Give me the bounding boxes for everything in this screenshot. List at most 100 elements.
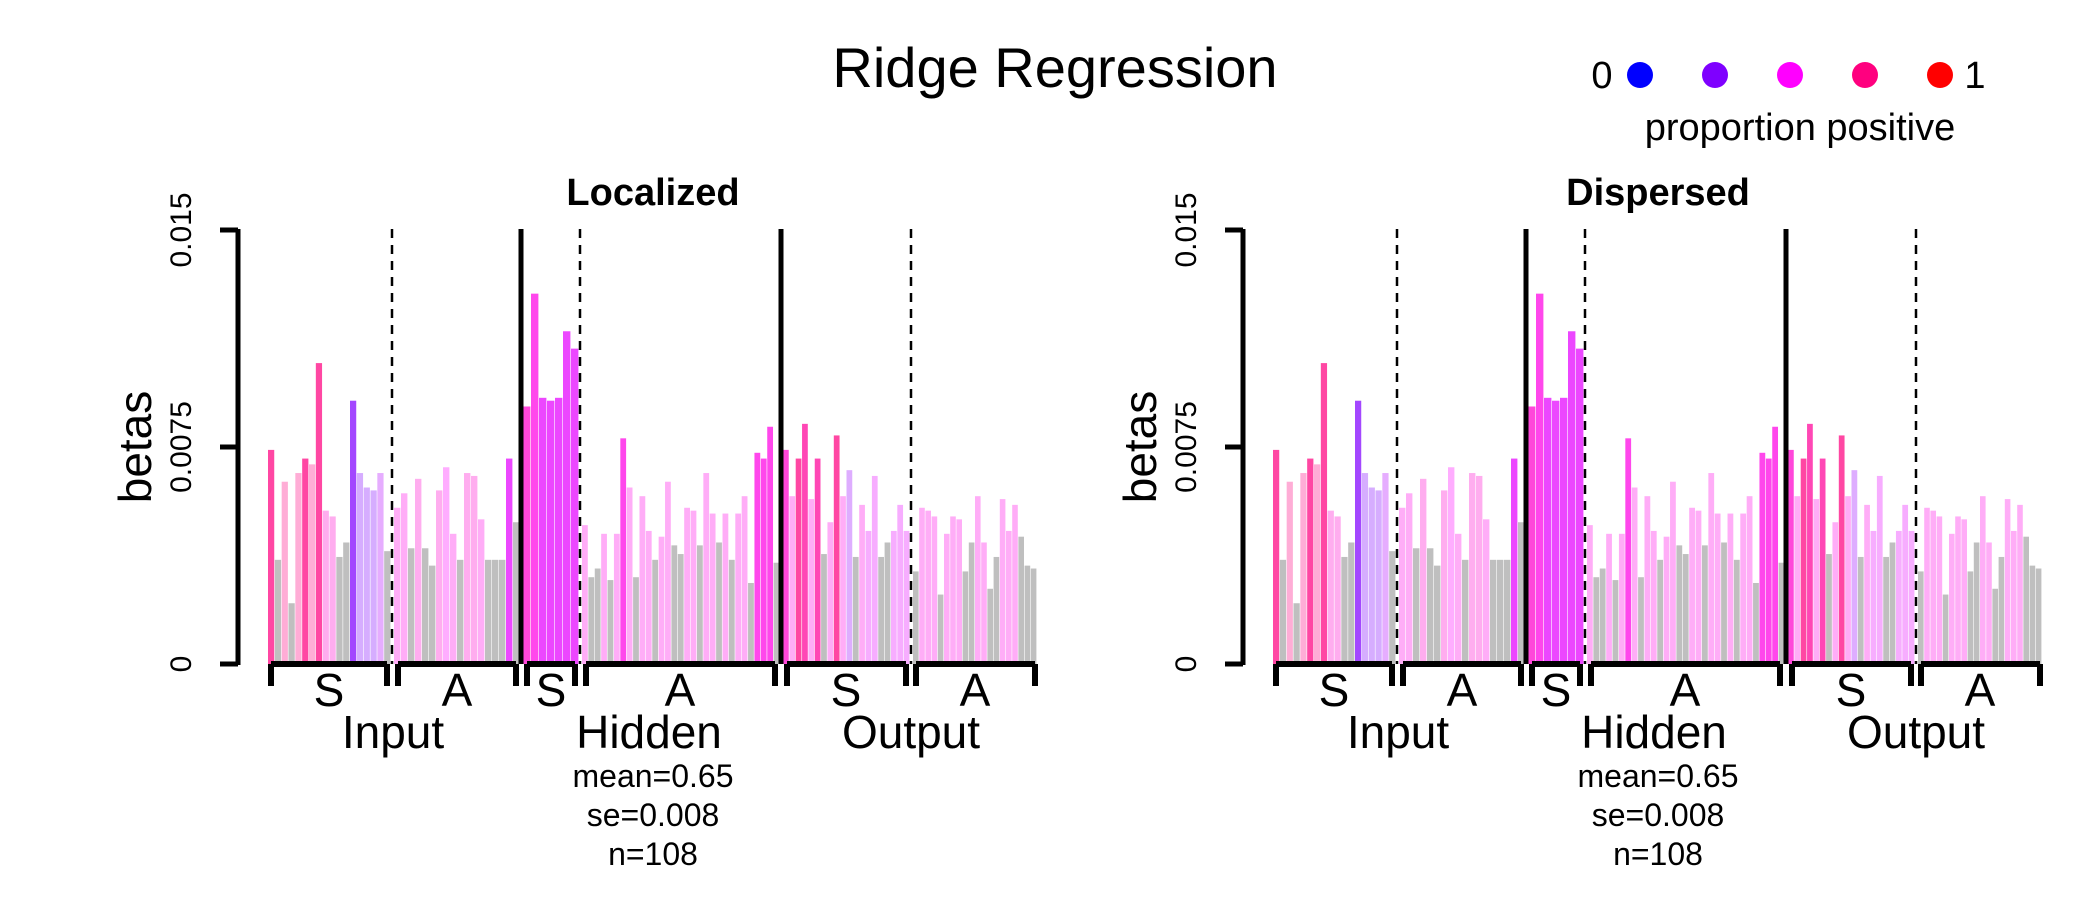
bar-hidden-a-2	[1599, 568, 1606, 664]
bar-input-a-14	[1497, 559, 1504, 664]
legend-dot-0	[1627, 62, 1653, 88]
bracket-hidden-a	[583, 661, 778, 686]
bar-input-a-5	[1434, 565, 1441, 664]
bar-hidden-s-2	[539, 397, 547, 664]
bar-output-s-8	[1838, 435, 1845, 664]
bar-hidden-a-24	[735, 513, 742, 664]
bar-output-a-10	[975, 496, 981, 664]
bar-hidden-a-5	[1618, 533, 1625, 664]
section-label-hidden: Hidden	[576, 706, 722, 758]
bar-hidden-s-0	[523, 406, 531, 664]
bar-hidden-a-1	[588, 577, 595, 664]
bar-input-a-3	[415, 478, 422, 664]
stat-se: se=0.008	[1592, 797, 1725, 833]
bar-output-a-18	[2029, 565, 2036, 664]
bar-hidden-a-15	[677, 554, 684, 664]
bar-output-a-1	[1924, 507, 1930, 664]
bar-hidden-a-19	[1708, 473, 1715, 664]
bar-output-a-13	[993, 556, 1000, 664]
group-label-input-a: A	[1447, 664, 1478, 716]
bar-hidden-a-29	[1772, 426, 1779, 664]
bar-input-s-13	[1361, 473, 1369, 664]
bar-output-s-9	[840, 496, 846, 664]
stat-n: n=108	[608, 836, 698, 872]
bar-input-s-14	[363, 487, 370, 664]
bracket-hidden-s	[1529, 661, 1583, 686]
bar-output-s-14	[871, 475, 878, 664]
bar-output-s-1	[789, 496, 796, 664]
bar-input-s-15	[370, 490, 377, 664]
bar-hidden-a-9	[639, 496, 646, 664]
bar-hidden-a-4	[1612, 580, 1619, 664]
stat-mean: mean=0.65	[572, 758, 733, 794]
bar-output-a-16	[1012, 504, 1018, 664]
bar-input-s-9	[329, 516, 336, 664]
bar-hidden-a-10	[1650, 530, 1657, 664]
bar-input-s-10	[1341, 556, 1348, 664]
bar-input-a-9	[457, 559, 464, 664]
bar-output-a-10	[1980, 496, 1986, 664]
bar-output-a-12	[987, 588, 993, 664]
bar-input-s-17	[384, 551, 391, 664]
bar-hidden-s-0	[1528, 406, 1536, 664]
bar-output-s-10	[1851, 470, 1858, 664]
bar-input-a-1	[1406, 493, 1413, 664]
bracket-input-s	[1273, 661, 1395, 686]
panel-title: Localized	[566, 172, 739, 214]
bracket-output-a	[1918, 661, 2043, 686]
bar-hidden-a-21	[1721, 542, 1727, 664]
bar-output-s-15	[1883, 556, 1889, 664]
bar-hidden-a-28	[760, 458, 767, 664]
bar-input-a-8	[450, 533, 457, 664]
bar-hidden-a-2	[594, 568, 601, 664]
y-tick-label-2: 0.015	[1170, 192, 1203, 267]
group-label-hidden-s: S	[1541, 664, 1572, 716]
bar-output-a-19	[2035, 568, 2042, 664]
bar-hidden-a-26	[748, 582, 754, 664]
bar-hidden-a-7	[1631, 487, 1638, 664]
bar-input-a-15	[499, 559, 506, 664]
bar-hidden-a-28	[1765, 458, 1772, 664]
bar-input-a-3	[1420, 478, 1427, 664]
bar-input-a-17	[513, 522, 520, 664]
bar-hidden-a-26	[1753, 582, 1759, 664]
bar-input-s-4	[295, 473, 302, 664]
bar-hidden-a-11	[652, 559, 659, 664]
bar-output-a-3	[1936, 516, 1943, 664]
bar-input-s-2	[1286, 481, 1293, 664]
bar-hidden-a-16	[1689, 507, 1695, 664]
bar-hidden-a-8	[1638, 577, 1644, 664]
bar-input-a-8	[1455, 533, 1462, 664]
panel-dispersed: Dispersed betas 0 0.0075 0.015	[1114, 172, 2043, 872]
bar-output-a-8	[962, 571, 969, 664]
bar-hidden-a-0	[1587, 525, 1593, 664]
bar-input-s-11	[343, 542, 350, 664]
bar-output-a-3	[931, 516, 938, 664]
bar-hidden-a-13	[1670, 481, 1676, 664]
bar-input-s-12	[1355, 400, 1362, 664]
legend-low-label: 0	[1591, 55, 1612, 97]
bar-input-s-1	[1279, 559, 1287, 664]
bar-input-s-17	[1389, 551, 1396, 664]
bar-output-s-12	[859, 504, 865, 664]
bar-output-s-15	[878, 556, 884, 664]
bar-hidden-a-25	[741, 496, 748, 664]
group-label-output-a: A	[1965, 664, 1996, 716]
bar-output-s-11	[1857, 556, 1864, 664]
section-label-hidden: Hidden	[1581, 706, 1727, 758]
bar-output-s-4	[1813, 499, 1820, 664]
bar-input-s-4	[1300, 473, 1307, 664]
bar-hidden-a-27	[1759, 452, 1766, 664]
bar-output-s-19	[1908, 530, 1915, 664]
y-tick-label-0: 0	[1170, 656, 1203, 673]
bar-output-s-3	[1807, 423, 1813, 664]
bar-input-s-5	[1307, 458, 1314, 664]
bar-output-s-17	[1895, 530, 1902, 664]
group-label-hidden-a: A	[1670, 664, 1701, 716]
bar-input-a-14	[492, 559, 499, 664]
figure-title: Ridge Regression	[832, 36, 1277, 99]
bar-output-s-7	[827, 522, 834, 664]
bar-output-a-12	[1992, 588, 1998, 664]
bar-input-s-14	[1368, 487, 1375, 664]
